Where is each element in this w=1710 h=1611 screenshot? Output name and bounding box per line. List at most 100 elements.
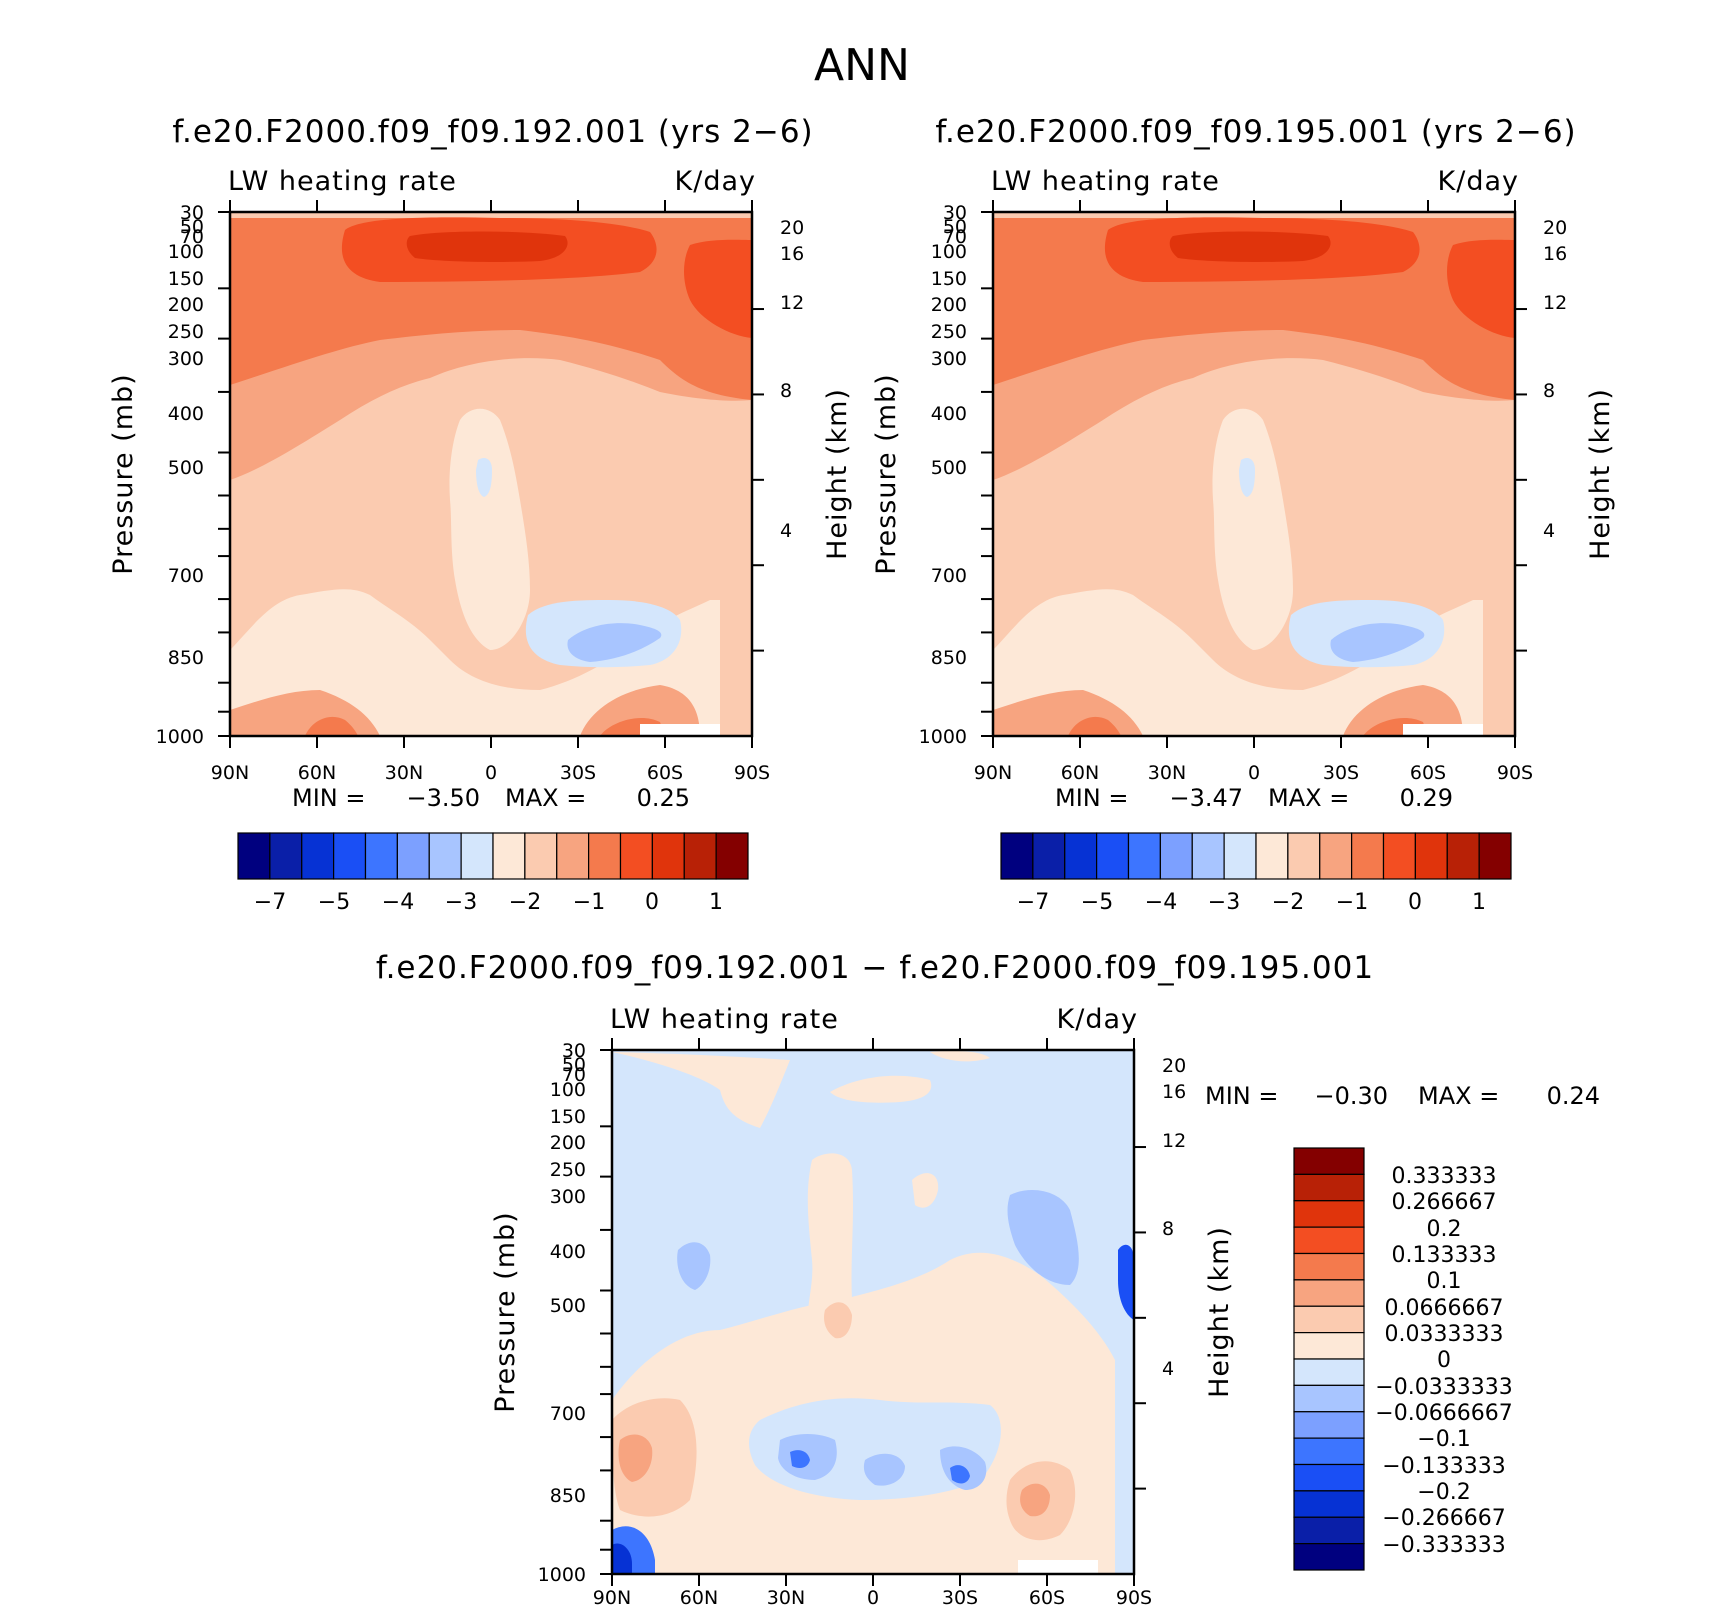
colorbar-tick-label: 0.0666667 xyxy=(1385,1296,1504,1321)
y-tick-label: 250 xyxy=(550,1159,586,1181)
colorbar-tick-label: 1 xyxy=(1472,890,1486,915)
colorbar-swatch xyxy=(428,832,462,880)
colorbar-swatch xyxy=(715,832,749,880)
colorbar-swatch xyxy=(1478,832,1512,880)
colorbar-swatch xyxy=(1293,1543,1365,1571)
max-value: 0.29 xyxy=(1400,784,1453,812)
colorbar-swatch xyxy=(1064,832,1098,880)
height-tick-label: 16 xyxy=(1543,243,1567,265)
colorbar-swatch xyxy=(556,832,590,880)
y-tick-label: 1000 xyxy=(156,726,204,748)
colorbar-tick-label: 0.133333 xyxy=(1392,1243,1497,1268)
y-tick-label: 400 xyxy=(550,1241,586,1263)
contour-field xyxy=(612,1050,1134,1574)
colorbar-tick-label: −1 xyxy=(573,890,605,915)
colorbar-swatch xyxy=(1287,832,1321,880)
panel-title: f.e20.F2000.f09_f09.192.001 (yrs 2−6) xyxy=(172,114,813,150)
colorbar-tick-label: −0.2 xyxy=(1417,1480,1470,1505)
band-tropics-blue xyxy=(476,458,492,497)
y-tick-label: 700 xyxy=(931,565,967,587)
height-axis: 20 16 12 8 4 xyxy=(780,217,804,542)
x-axis: 90N 60N 30N 0 30S 60S 90S xyxy=(593,1587,1152,1609)
height-tick-label: 8 xyxy=(1162,1218,1174,1240)
band-low xyxy=(993,589,1483,736)
band-top xyxy=(993,212,1515,218)
y-tick-label: 30 xyxy=(180,202,204,224)
colorbar-tick-label: 0 xyxy=(1408,890,1422,915)
colorbar-swatch xyxy=(1319,832,1353,880)
x-tick-label: 90S xyxy=(734,762,770,784)
colorbar-swatch xyxy=(1293,1147,1365,1175)
y-tick-label: 1000 xyxy=(919,726,967,748)
colorbar-swatch xyxy=(333,832,367,880)
y-tick-label: 150 xyxy=(931,268,967,290)
band-surface-2 xyxy=(305,716,665,736)
x-tick-label: 60S xyxy=(1029,1587,1065,1609)
y-tick-label: 200 xyxy=(168,294,204,316)
panel-3: f.e20.F2000.f09_f09.192.001 − f.e20.F200… xyxy=(376,950,1600,1609)
max-label: MAX = xyxy=(1418,1082,1499,1110)
colorbar-tick-label: 0.2 xyxy=(1427,1217,1462,1242)
colorbar-swatch xyxy=(1293,1226,1365,1255)
y-tick-label: 850 xyxy=(168,647,204,669)
colorbar-swatch xyxy=(301,832,335,880)
colorbar-tick-label: −2 xyxy=(509,890,541,915)
height-axis: 20 16 12 8 4 xyxy=(1543,217,1567,542)
colorbar-swatch xyxy=(1351,832,1385,880)
height-tick-label: 16 xyxy=(1162,1081,1186,1103)
colorbar-swatch xyxy=(1293,1384,1365,1413)
y-tick-label: 30 xyxy=(562,1040,586,1062)
y-tick-label: 400 xyxy=(931,403,967,425)
variable-label: LW heating rate xyxy=(228,166,457,197)
y-tick-label: 850 xyxy=(931,647,967,669)
height-tick-label: 20 xyxy=(1162,1055,1186,1077)
colorbar-tick-label: −2 xyxy=(1272,890,1304,915)
band-neg-2 xyxy=(778,1434,987,1490)
min-label: MIN = xyxy=(292,784,365,812)
colorbar-swatch xyxy=(1293,1437,1365,1466)
colorbar-swatch xyxy=(1000,832,1034,880)
y-tick-label: 70 xyxy=(562,1064,586,1086)
panel-title: f.e20.F2000.f09_f09.192.001 − f.e20.F200… xyxy=(376,950,1374,986)
figure-title: ANN xyxy=(814,40,910,91)
colorbar-swatch xyxy=(1293,1490,1365,1518)
colorbar-swatch xyxy=(1293,1200,1365,1228)
colorbar-swatch xyxy=(1223,832,1257,880)
colorbar-tick-label: −3 xyxy=(1208,890,1240,915)
y-tick-label: 500 xyxy=(168,457,204,479)
band-core xyxy=(406,231,568,262)
y-tick-label: 700 xyxy=(168,565,204,587)
y-tick-label: 300 xyxy=(550,1186,586,1208)
band-surface-2 xyxy=(1068,716,1428,736)
missing-data xyxy=(640,724,720,736)
y-tick-label: 50 xyxy=(180,216,204,238)
height-tick-label: 8 xyxy=(1543,380,1555,402)
colorbar-tick-label: −1 xyxy=(1336,890,1368,915)
height-tick-label: 16 xyxy=(780,243,804,265)
missing-data xyxy=(1018,1560,1098,1574)
colorbar-swatch xyxy=(1446,832,1480,880)
colorbar-tick-label: −0.133333 xyxy=(1382,1454,1505,1479)
x-tick-label: 90N xyxy=(211,762,249,784)
colorbar-swatch xyxy=(683,832,717,880)
y-axis-title: Pressure (mb) xyxy=(490,1211,521,1412)
band-tropics-blue xyxy=(1239,458,1255,497)
y-tick-label: 200 xyxy=(931,294,967,316)
colorbar-swatch xyxy=(1096,832,1130,880)
colorbar-tick-label: −0.0333333 xyxy=(1375,1375,1512,1400)
band-top xyxy=(230,212,752,218)
x-tick-label: 30N xyxy=(767,1587,805,1609)
colorbar-swatch xyxy=(1191,832,1225,880)
colorbar-tick-label: 0 xyxy=(1437,1348,1451,1373)
panel-2: f.e20.F2000.f09_f09.195.001 (yrs 2−6) LW… xyxy=(871,114,1616,915)
y-tick-label: 850 xyxy=(550,1485,586,1507)
y-tick-label: 300 xyxy=(931,348,967,370)
colorbar-labels: −7 −5 −4 −3 −2 −1 0 1 xyxy=(1017,890,1486,915)
x-tick-label: 30S xyxy=(560,762,596,784)
y-axis-title: Pressure (mb) xyxy=(871,373,902,574)
y-tick-label: 500 xyxy=(550,1295,586,1317)
panel-1: f.e20.F2000.f09_f09.192.001 (yrs 2−6) LW… xyxy=(108,114,853,915)
min-label: MIN = xyxy=(1055,784,1128,812)
colorbar-tick-label: −5 xyxy=(318,890,350,915)
